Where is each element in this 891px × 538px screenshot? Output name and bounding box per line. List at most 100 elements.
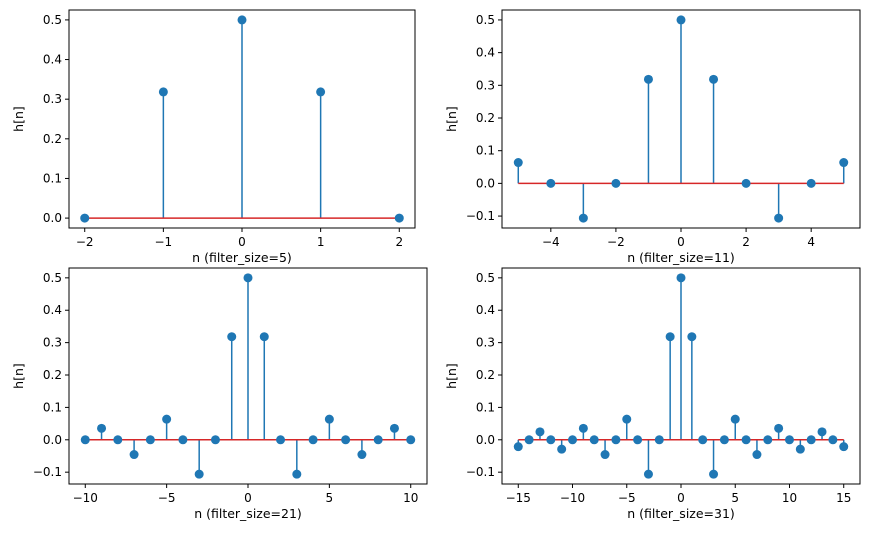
top-left-x-tick-label: 2: [395, 235, 403, 249]
bottom-right-subplot: −15 −10 −5 0 5 10 15 −0.1 0.0 0.1 0.2 0.3 0.4 0.5 n (f…: [444, 267, 861, 521]
bottom-left-marker: [276, 435, 286, 445]
top-left-y-tick-label: 0.3: [43, 92, 62, 106]
bottom-left-marker: [162, 414, 172, 424]
top-right-marker: [676, 15, 686, 25]
bottom-right-x-tick-label: 10: [782, 491, 797, 505]
bottom-right-marker: [643, 469, 653, 479]
bottom-right-marker: [828, 435, 838, 445]
bottom-right-marker: [817, 427, 827, 437]
top-right-x-tick-label: 4: [807, 235, 815, 249]
bottom-right-marker: [730, 414, 740, 424]
bottom-right-marker: [665, 332, 675, 342]
bottom-left-marker: [97, 423, 107, 433]
bottom-left-marker: [324, 414, 334, 424]
bottom-left-marker: [129, 450, 139, 460]
bottom-left-x-tick-label: −10: [73, 491, 98, 505]
top-left-y-tick-label: 0.5: [43, 13, 62, 27]
top-right-y-tick-label: 0.2: [476, 111, 495, 125]
top-right-subplot: −4 −2 0 2 4 −0.1 0.0 0.1 0.2 0.3 0.4 0.5 n (filter_s…: [444, 9, 861, 265]
top-left-x-axis-label: n (filter_size=5): [192, 250, 292, 265]
bottom-left-marker: [259, 332, 269, 342]
bottom-right-y-axis-label: h[n]: [444, 363, 459, 389]
top-left-y-tick-label: 0.4: [43, 53, 62, 67]
bottom-right-marker: [839, 442, 849, 452]
top-right-y-tick-label: 0.0: [476, 176, 495, 190]
top-right-y-tick-label: 0.3: [476, 78, 495, 92]
bottom-right-x-tick-label: 0: [677, 491, 685, 505]
bottom-right-marker: [535, 427, 545, 437]
bottom-left-y-tick-label: 0.5: [43, 271, 62, 285]
top-right-marker: [513, 158, 523, 168]
bottom-right-x-tick-label: −15: [506, 491, 531, 505]
bottom-left-x-tick-label: −5: [158, 491, 176, 505]
bottom-right-marker: [622, 414, 632, 424]
bottom-right-marker: [687, 332, 697, 342]
bottom-right-y-tick-label: 0.2: [476, 368, 495, 382]
top-left-marker: [158, 87, 168, 97]
top-right-marker: [643, 74, 653, 84]
top-right-y-tick-label: 0.5: [476, 13, 495, 27]
bottom-right-marker: [784, 435, 794, 445]
top-right-x-axis-label: n (filter_size=11): [627, 250, 735, 265]
bottom-right-marker: [600, 450, 610, 460]
bottom-left-marker: [308, 435, 318, 445]
top-left-x-tick-label: −2: [76, 235, 94, 249]
bottom-left-marker: [227, 332, 237, 342]
top-right-marker: [774, 213, 784, 223]
top-left-x-tick-label: 1: [317, 235, 325, 249]
bottom-right-marker: [557, 444, 567, 454]
bottom-right-marker: [719, 435, 729, 445]
bottom-left-marker: [194, 469, 204, 479]
top-left-y-tick-label: 0.0: [43, 211, 62, 225]
bottom-left-marker: [178, 435, 188, 445]
bottom-left-y-tick-label: 0.1: [43, 400, 62, 414]
bottom-right-marker: [654, 435, 664, 445]
bottom-left-marker: [357, 450, 367, 460]
bottom-right-marker: [546, 435, 556, 445]
bottom-left-y-tick-label: 0.3: [43, 336, 62, 350]
bottom-left-subplot: −10 −5 0 5 10 −0.1 0.0 0.1 0.2 0.3 0.4 0.5 n (filter…: [11, 267, 428, 521]
bottom-left-marker: [145, 435, 155, 445]
bottom-right-y-tick-label: 0.0: [476, 433, 495, 447]
bottom-right-marker: [524, 435, 534, 445]
bottom-right-y-tick-label: 0.1: [476, 400, 495, 414]
bottom-right-x-tick-label: −5: [618, 491, 636, 505]
bottom-left-marker: [389, 423, 399, 433]
bottom-right-y-tick-label: 0.3: [476, 336, 495, 350]
bottom-right-marker: [698, 435, 708, 445]
bottom-right-x-axis-label: n (filter_size=31): [627, 506, 735, 521]
bottom-left-marker: [80, 435, 90, 445]
top-right-y-tick-label: −0.1: [466, 209, 495, 223]
bottom-right-y-tick-label: 0.4: [476, 303, 495, 317]
top-right-x-tick-label: −4: [542, 235, 560, 249]
top-right-y-tick-label: 0.4: [476, 46, 495, 60]
bottom-right-x-tick-label: 5: [731, 491, 739, 505]
bottom-right-marker: [763, 435, 773, 445]
bottom-right-x-tick-label: 15: [836, 491, 851, 505]
bottom-left-marker: [406, 435, 416, 445]
bottom-right-marker: [578, 423, 588, 433]
bottom-left-marker: [373, 435, 383, 445]
bottom-left-marker: [292, 469, 302, 479]
bottom-right-marker: [589, 435, 599, 445]
top-left-marker: [316, 87, 326, 97]
bottom-right-marker: [741, 435, 751, 445]
top-right-x-tick-label: 0: [677, 235, 685, 249]
top-right-x-tick-label: 2: [742, 235, 750, 249]
top-left-y-axis-label: h[n]: [11, 106, 26, 132]
bottom-right-marker: [611, 435, 621, 445]
bottom-right-y-tick-label: −0.1: [466, 465, 495, 479]
top-right-x-tick-label: −2: [607, 235, 625, 249]
bottom-right-marker: [633, 435, 643, 445]
bottom-left-marker: [113, 435, 123, 445]
top-right-marker: [806, 178, 816, 188]
top-left-marker: [394, 213, 404, 223]
bottom-right-marker: [752, 450, 762, 460]
bottom-right-x-tick-label: −10: [560, 491, 585, 505]
bottom-left-marker: [243, 273, 253, 283]
bottom-left-y-axis-label: h[n]: [11, 363, 26, 389]
top-left-marker: [237, 15, 247, 25]
top-left-x-tick-label: −1: [155, 235, 173, 249]
top-left-y-tick-label: 0.1: [43, 171, 62, 185]
